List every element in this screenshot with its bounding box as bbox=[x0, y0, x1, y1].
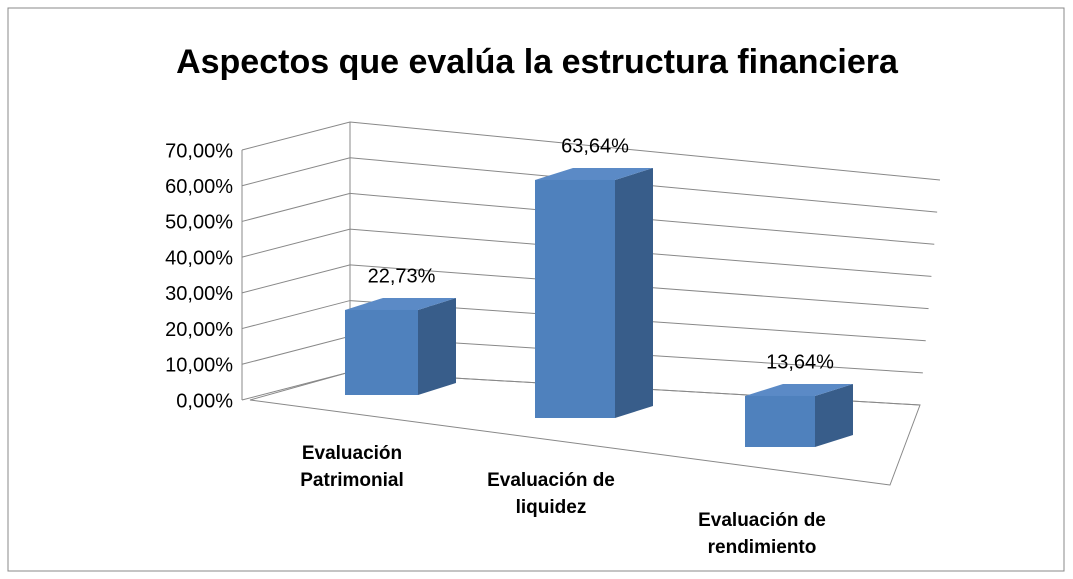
x-tick-label: Evaluación de rendimiento bbox=[698, 510, 826, 558]
y-tick-label: 0,00% bbox=[176, 390, 233, 412]
bar bbox=[345, 309, 418, 395]
bar-side bbox=[418, 297, 456, 395]
y-tick-label: 60,00% bbox=[165, 176, 233, 198]
grid-line bbox=[241, 157, 938, 213]
bar bbox=[745, 395, 815, 447]
grid-line bbox=[241, 121, 941, 181]
bar-top bbox=[345, 297, 456, 310]
grid-line bbox=[241, 300, 926, 342]
grid-line bbox=[241, 264, 929, 310]
chart-title: Aspectos que evalúa la estructura financ… bbox=[176, 43, 899, 81]
y-tick-label: 30,00% bbox=[165, 283, 233, 305]
grid-line bbox=[241, 228, 932, 277]
y-tick-label: 10,00% bbox=[165, 355, 233, 377]
y-tick-label: 20,00% bbox=[165, 319, 233, 341]
x-tick-label: Evaluación Patrimonial bbox=[300, 443, 404, 491]
bar-top bbox=[745, 383, 853, 396]
y-tick-label: 50,00% bbox=[165, 212, 233, 234]
x-tick-label: Evaluación de liquidez bbox=[487, 470, 615, 518]
data-label: 13,64% bbox=[766, 351, 834, 373]
y-tick-label: 70,00% bbox=[165, 140, 233, 162]
y-tick-label: 40,00% bbox=[165, 247, 233, 269]
bar-side bbox=[615, 167, 653, 418]
grid-line bbox=[241, 192, 935, 245]
data-label: 22,73% bbox=[368, 265, 436, 287]
bar bbox=[535, 179, 615, 418]
data-label: 63,64% bbox=[561, 135, 629, 157]
bar-top bbox=[535, 167, 653, 180]
bar-side bbox=[815, 383, 853, 447]
